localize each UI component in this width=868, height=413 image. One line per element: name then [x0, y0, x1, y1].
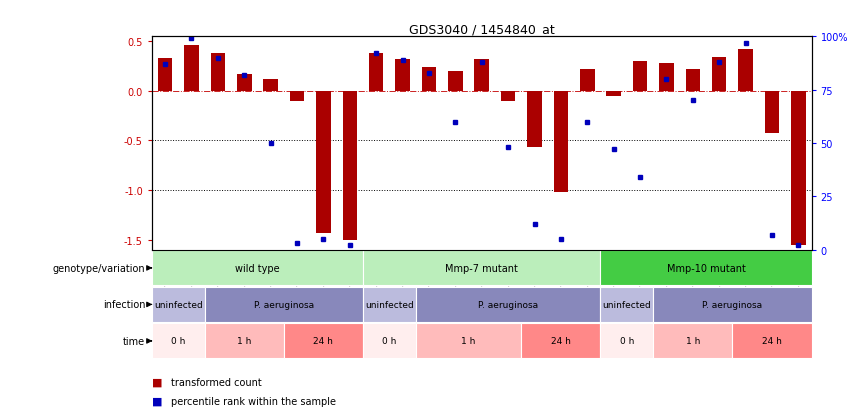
Text: 1 h: 1 h: [462, 337, 476, 346]
Bar: [395, 60, 410, 92]
Text: P. aeruginosa: P. aeruginosa: [478, 300, 538, 309]
Bar: [422, 68, 437, 92]
Bar: [607, 92, 621, 97]
Bar: [363, 324, 416, 358]
Text: transformed count: transformed count: [171, 377, 262, 387]
Text: ■: ■: [152, 396, 166, 406]
Text: ■: ■: [152, 377, 166, 387]
Text: 24 h: 24 h: [762, 337, 782, 346]
Text: 1 h: 1 h: [686, 337, 700, 346]
Bar: [527, 92, 542, 148]
Text: uninfected: uninfected: [602, 300, 651, 309]
Text: 0 h: 0 h: [382, 337, 397, 346]
Text: percentile rank within the sample: percentile rank within the sample: [171, 396, 336, 406]
Bar: [211, 54, 225, 92]
Text: P. aeruginosa: P. aeruginosa: [253, 300, 314, 309]
Text: Mmp-7 mutant: Mmp-7 mutant: [445, 263, 518, 273]
Bar: [712, 58, 727, 92]
Text: Mmp-10 mutant: Mmp-10 mutant: [667, 263, 746, 273]
Text: 24 h: 24 h: [551, 337, 571, 346]
Bar: [765, 92, 779, 133]
Bar: [316, 92, 331, 233]
Text: 0 h: 0 h: [171, 337, 186, 346]
Bar: [205, 324, 284, 358]
Bar: [363, 251, 601, 286]
Bar: [739, 50, 753, 92]
Text: uninfected: uninfected: [365, 300, 414, 309]
Text: infection: infection: [102, 300, 145, 310]
Title: GDS3040 / 1454840_at: GDS3040 / 1454840_at: [409, 23, 555, 36]
Bar: [791, 92, 806, 245]
Text: P. aeruginosa: P. aeruginosa: [702, 300, 762, 309]
Bar: [205, 287, 363, 322]
Text: uninfected: uninfected: [154, 300, 202, 309]
Bar: [475, 60, 489, 92]
Bar: [152, 324, 205, 358]
Text: time: time: [123, 336, 145, 346]
Bar: [237, 75, 252, 92]
Bar: [184, 46, 199, 92]
Bar: [369, 54, 384, 92]
Bar: [522, 324, 601, 358]
Bar: [580, 70, 595, 92]
Bar: [152, 287, 205, 322]
Text: 24 h: 24 h: [313, 337, 333, 346]
Text: wild type: wild type: [235, 263, 279, 273]
Text: genotype/variation: genotype/variation: [53, 263, 145, 273]
Text: 1 h: 1 h: [237, 337, 252, 346]
Bar: [290, 92, 305, 102]
Bar: [633, 62, 648, 92]
Bar: [601, 287, 654, 322]
Bar: [659, 64, 674, 92]
Bar: [158, 59, 173, 92]
Bar: [416, 287, 601, 322]
Bar: [416, 324, 522, 358]
Bar: [363, 287, 416, 322]
Bar: [343, 92, 357, 240]
Bar: [654, 324, 733, 358]
Bar: [686, 70, 700, 92]
Bar: [554, 92, 569, 192]
Bar: [152, 251, 363, 286]
Bar: [501, 92, 516, 102]
Bar: [448, 72, 463, 92]
Bar: [733, 324, 812, 358]
Text: 0 h: 0 h: [620, 337, 634, 346]
Bar: [263, 80, 278, 92]
Bar: [654, 287, 812, 322]
Bar: [601, 251, 812, 286]
Bar: [284, 324, 363, 358]
Bar: [601, 324, 654, 358]
